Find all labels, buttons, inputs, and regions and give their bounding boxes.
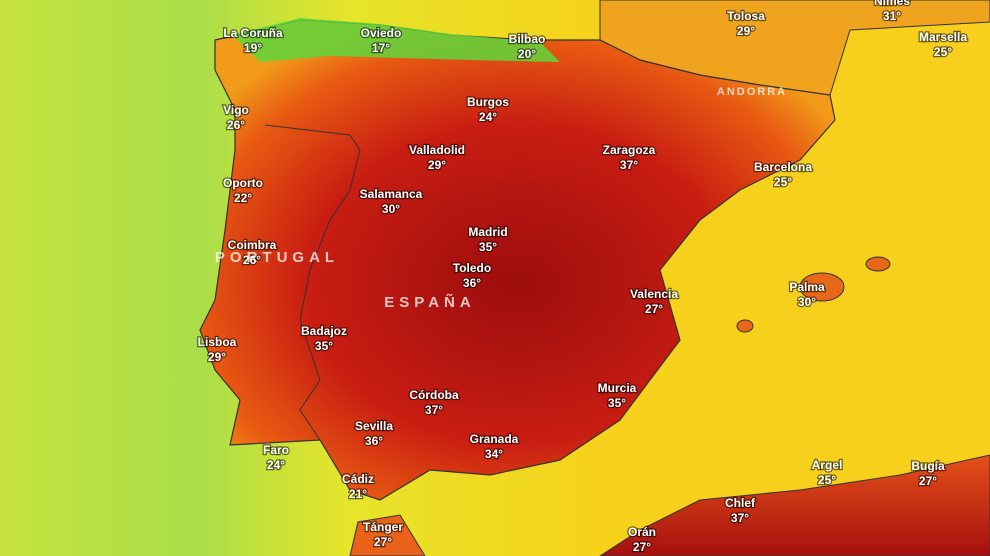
city-name: Granada <box>470 432 519 446</box>
city-name: Lisboa <box>198 335 237 349</box>
city-temp: 27° <box>633 540 651 554</box>
city-temp: 21° <box>349 487 367 501</box>
city-temp: 22° <box>234 191 252 205</box>
city-name: Argel <box>812 458 843 472</box>
city-temp: 20° <box>518 47 536 61</box>
mallorca <box>799 272 845 302</box>
city-temp: 30° <box>382 202 400 216</box>
city-name: Bilbao <box>509 32 546 46</box>
city-temp: 19° <box>244 41 262 55</box>
city-name: Bugía <box>911 459 945 473</box>
city-temp: 25° <box>774 175 792 189</box>
city-name: Badajoz <box>301 324 347 338</box>
city-temp: 17° <box>372 41 390 55</box>
city-name: Córdoba <box>409 388 459 402</box>
country-label: PORTUGAL <box>215 249 339 266</box>
border <box>264 124 361 441</box>
city-name: Valencia <box>630 287 678 301</box>
city-name: Barcelona <box>754 160 812 174</box>
country-label: ANDORRA <box>717 86 787 98</box>
city-name: Burgos <box>467 95 509 109</box>
morocco <box>349 514 426 556</box>
city-temp: 27° <box>374 535 392 549</box>
city-name: Sevilla <box>355 419 393 433</box>
city-name: Murcia <box>598 381 637 395</box>
ibiza <box>736 319 754 333</box>
city-name: Valladolid <box>409 143 465 157</box>
labels: La Coruña19°Oviedo17°Bilbao20°Tolosa29°N… <box>196 0 968 555</box>
city-name: Cádiz <box>342 472 374 486</box>
city-name: Tolosa <box>727 9 765 23</box>
city-temp: 25° <box>818 473 836 487</box>
city-name: Tánger <box>363 520 403 534</box>
city-name: Oviedo <box>361 26 402 40</box>
menorca <box>865 256 891 272</box>
city-temp: 37° <box>425 403 443 417</box>
city-temp: 27° <box>645 302 663 316</box>
city-name: Coimbra <box>228 238 277 252</box>
city-name: Vigo <box>223 103 249 117</box>
city-name: La Coruña <box>223 26 283 40</box>
country-label: ESPAÑA <box>384 293 475 311</box>
city-temp: 25° <box>934 45 952 59</box>
city-temp: 37° <box>620 158 638 172</box>
city-temp: 34° <box>485 447 503 461</box>
city-temp: 26° <box>243 253 261 267</box>
city-name: Orán <box>628 525 656 539</box>
city-temp: 29° <box>208 350 226 364</box>
city-temp: 35° <box>608 396 626 410</box>
north-coast <box>232 18 560 62</box>
city-name: Palma <box>789 280 825 294</box>
city-name: Marsella <box>919 30 967 44</box>
city-temp: 31° <box>883 9 901 23</box>
city-temp: 24° <box>479 110 497 124</box>
city-temp: 35° <box>315 339 333 353</box>
iberia <box>199 19 836 501</box>
city-temp: 36° <box>463 276 481 290</box>
city-name: Madrid <box>468 225 507 239</box>
city-name: Toledo <box>453 261 491 275</box>
city-name: Nîmes <box>874 0 910 8</box>
city-name: Salamanca <box>360 187 423 201</box>
city-temp: 35° <box>479 240 497 254</box>
city-temp: 24° <box>267 458 285 472</box>
africa <box>599 454 990 556</box>
city-temp: 36° <box>365 434 383 448</box>
city-temp: 37° <box>731 511 749 525</box>
city-temp: 30° <box>798 295 816 309</box>
city-temp: 29° <box>428 158 446 172</box>
city-temp: 29° <box>737 24 755 38</box>
city-name: Oporto <box>223 176 263 190</box>
city-temp: 26° <box>227 118 245 132</box>
city-name: Faro <box>263 443 289 457</box>
city-name: Chlef <box>725 496 756 510</box>
city-temp: 27° <box>919 474 937 488</box>
city-name: Zaragoza <box>603 143 656 157</box>
